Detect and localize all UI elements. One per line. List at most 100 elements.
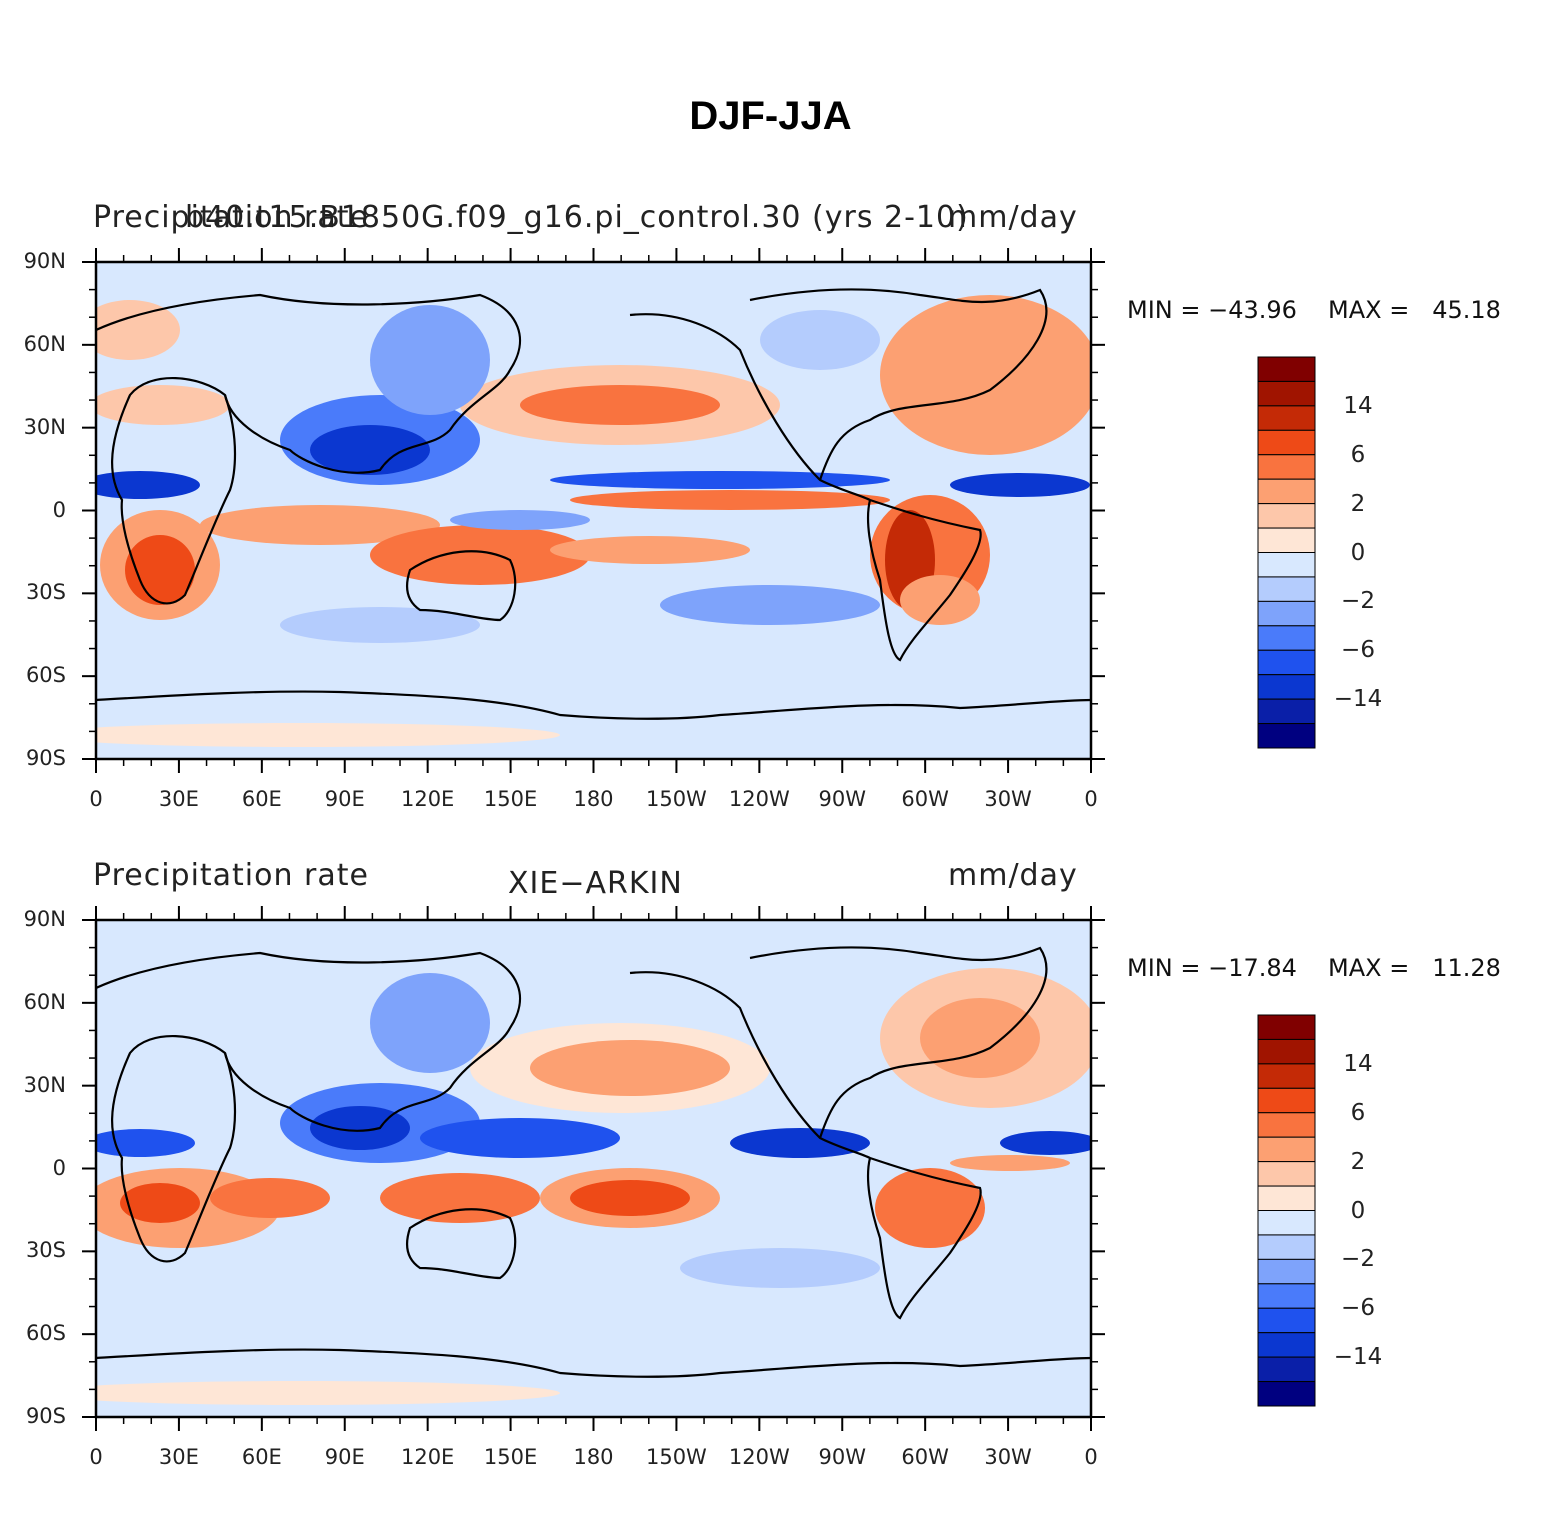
- lat-tick-label: 30S: [25, 1238, 66, 1263]
- colorbar-swatch: [1257, 1381, 1316, 1407]
- colorbar-label: 14: [1343, 392, 1373, 419]
- colorbar-swatch: [1257, 478, 1316, 505]
- lon-tick-label: 180: [573, 1445, 614, 1469]
- colorbar-label: 0: [1350, 539, 1366, 566]
- colorbar-swatch: [1257, 1356, 1316, 1383]
- lon-tick-label: 30W: [984, 787, 1032, 811]
- colorbar-swatch: [1257, 649, 1316, 676]
- colorbar-label: 2: [1350, 1148, 1366, 1175]
- colorbar-swatch: [1257, 429, 1316, 456]
- obs-map-svg: [82, 906, 1316, 1431]
- panel-center-label: b40.t15.B1850G.f09_g16.pi_control.30 (yr…: [185, 200, 969, 235]
- lat-tick-label: 0: [52, 1155, 66, 1180]
- lat-tick-label: 60N: [23, 331, 66, 356]
- panel-units-label: mm/day: [948, 858, 1078, 893]
- lat-tick-label: 90N: [23, 907, 66, 931]
- model-colorbar: [1257, 356, 1316, 749]
- lon-tick-label: 60W: [901, 787, 949, 811]
- colorbar-swatch: [1257, 1087, 1316, 1114]
- lon-tick-label: 150E: [483, 787, 538, 811]
- max-value: MAX = 11.28: [1328, 954, 1501, 982]
- colorbar-label: 6: [1350, 1099, 1366, 1126]
- lon-tick-label: 90E: [324, 787, 365, 811]
- colorbar-label: −2: [1341, 1246, 1375, 1273]
- lon-tick-label: 0: [1084, 787, 1098, 811]
- colorbar-label: −14: [1333, 1344, 1383, 1371]
- colorbar-swatch: [1257, 674, 1316, 700]
- lon-tick-label: 60E: [241, 787, 282, 811]
- colorbar-swatch: [1257, 625, 1316, 651]
- colorbar-swatch: [1257, 454, 1316, 480]
- colorbar-label: 14: [1343, 1050, 1373, 1077]
- colorbar-label: −14: [1333, 686, 1383, 713]
- lon-tick-label: 30E: [158, 1445, 199, 1469]
- lon-tick-label: 150W: [645, 1445, 707, 1469]
- lon-tick-label: 90W: [818, 1445, 867, 1469]
- model-map-svg: [82, 248, 1316, 773]
- min-value: MIN = −43.96: [1127, 296, 1297, 324]
- lon-tick-label: 90W: [818, 787, 867, 811]
- colorbar-swatch: [1257, 1283, 1316, 1309]
- colorbar-swatch: [1257, 552, 1316, 578]
- model-panel: Precipitation rate b40.t15.B1850G.f09_g1…: [0, 200, 1541, 840]
- lat-tick-label: 90S: [25, 746, 66, 770]
- colorbar-swatch: [1257, 1307, 1316, 1334]
- panel-units-label: mm/day: [948, 200, 1078, 235]
- min-value: MIN = −17.84: [1127, 954, 1297, 982]
- colorbar-label: −6: [1341, 637, 1375, 664]
- lat-tick-label: 30S: [25, 580, 66, 605]
- lon-tick-label: 60E: [241, 1445, 282, 1469]
- panel-left-label: Precipitation rate: [93, 858, 369, 893]
- lon-tick-label: 150W: [645, 787, 707, 811]
- colorbar-swatch: [1257, 1136, 1316, 1163]
- lon-tick-label: 120E: [400, 787, 455, 811]
- model-axis-ticks: [82, 248, 1105, 773]
- lat-tick-label: 90S: [25, 1404, 66, 1428]
- colorbar-swatch: [1257, 576, 1316, 602]
- lon-tick-label: 90E: [324, 1445, 365, 1469]
- lon-tick-label: 60W: [901, 1445, 949, 1469]
- observation-panel: Precipitation rate XIE−ARKIN mm/day MIN …: [0, 858, 1541, 1498]
- lat-tick-label: 60S: [25, 1321, 66, 1346]
- lat-tick-label: 0: [52, 497, 66, 522]
- colorbar-label: 6: [1350, 441, 1366, 468]
- lat-tick-label: 90N: [23, 249, 66, 273]
- lon-tick-label: 0: [89, 1445, 103, 1469]
- colorbar-swatch: [1257, 356, 1316, 382]
- colorbar-swatch: [1257, 1258, 1316, 1285]
- colorbar-swatch: [1257, 1210, 1316, 1236]
- colorbar-swatch: [1257, 503, 1316, 529]
- lon-tick-label: 30E: [158, 787, 199, 811]
- colorbar-swatch: [1257, 380, 1316, 407]
- colorbar-swatch: [1257, 1185, 1316, 1211]
- model-coastlines: [96, 288, 1091, 720]
- colorbar-swatch: [1257, 1038, 1316, 1065]
- lon-tick-label: 120W: [728, 1445, 790, 1469]
- colorbar-swatch: [1257, 723, 1316, 749]
- colorbar-swatch: [1257, 698, 1316, 725]
- lat-tick-label: 60S: [25, 663, 66, 688]
- colorbar-swatch: [1257, 1234, 1316, 1260]
- colorbar-swatch: [1257, 600, 1316, 627]
- colorbar-swatch: [1257, 405, 1316, 431]
- colorbar-label: −6: [1341, 1295, 1375, 1322]
- obs-colorbar: [1257, 1014, 1316, 1407]
- colorbar-swatch: [1257, 1112, 1316, 1138]
- colorbar-label: 2: [1350, 490, 1366, 517]
- lat-tick-label: 60N: [23, 989, 66, 1014]
- colorbar-label: 0: [1350, 1197, 1366, 1224]
- colorbar-swatch: [1257, 1063, 1316, 1089]
- lon-tick-label: 120E: [400, 1445, 455, 1469]
- panel-left-label: Precipitation rate: [93, 200, 369, 235]
- lon-tick-label: 150E: [483, 1445, 538, 1469]
- obs-precip-field: [96, 920, 1091, 1417]
- panel-center-label: XIE−ARKIN: [508, 866, 683, 901]
- colorbar-swatch: [1257, 527, 1316, 553]
- model-precip-field: [96, 262, 1091, 759]
- colorbar-swatch: [1257, 1161, 1316, 1187]
- colorbar-label: −2: [1341, 588, 1375, 615]
- lon-tick-label: 0: [89, 787, 103, 811]
- obs-coastlines: [96, 946, 1091, 1378]
- colorbar-swatch: [1257, 1332, 1316, 1358]
- lon-tick-label: 180: [573, 787, 614, 811]
